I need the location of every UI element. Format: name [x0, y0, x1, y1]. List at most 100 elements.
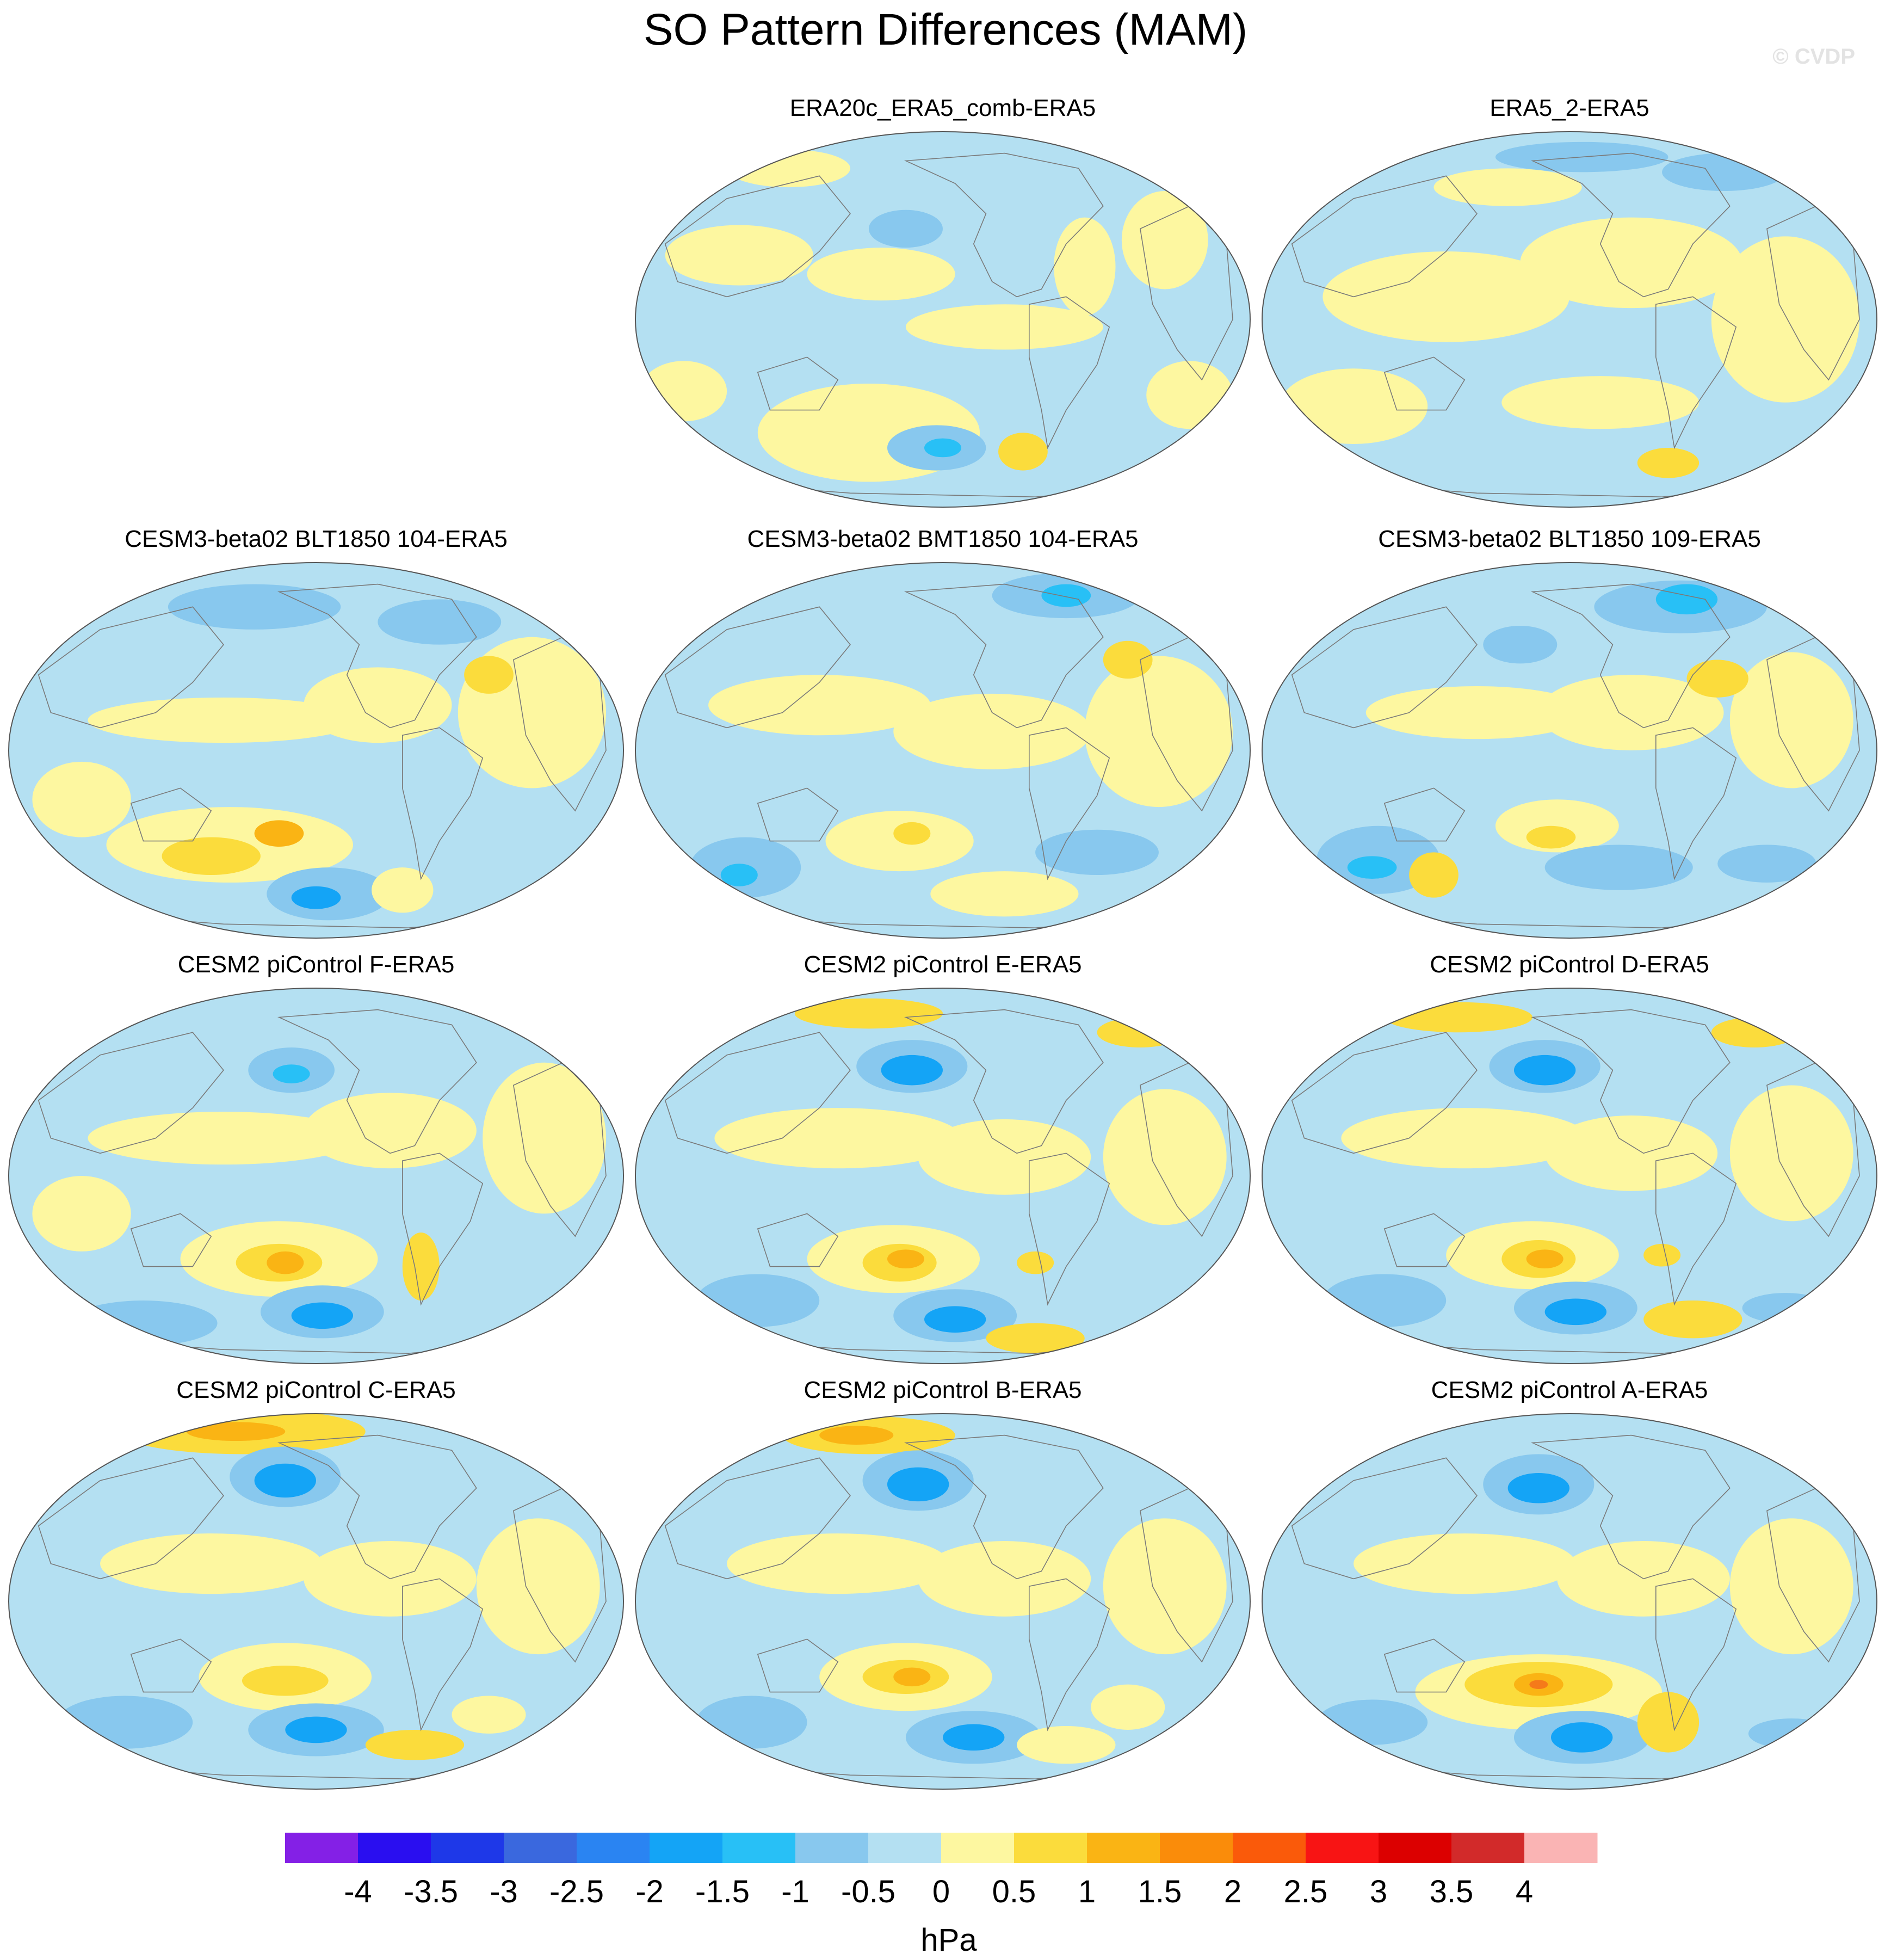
anomaly-contour — [162, 837, 261, 876]
colorbar-unit: hPa — [920, 1922, 977, 1958]
anomaly-contour — [1643, 1300, 1742, 1339]
anomaly-contour — [893, 822, 931, 845]
colorbar-swatch — [1451, 1833, 1525, 1863]
anomaly-contour — [476, 1518, 600, 1655]
map-panel: CESM2 piControl F-ERA5 — [8, 951, 625, 1365]
map-panel: CESM3-beta02 BLT1850 104-ERA5 — [8, 526, 625, 939]
projection-map — [1262, 988, 1877, 1364]
colorbar-tick-label: -3 — [490, 1874, 518, 1909]
panel-title: CESM2 piControl A-ERA5 — [1431, 1377, 1708, 1403]
colorbar-swatch — [1087, 1833, 1160, 1863]
map-panel: ERA20c_ERA5_comb-ERA5 — [634, 95, 1251, 508]
anomaly-contour — [304, 667, 452, 743]
anomaly-contour — [1103, 1089, 1227, 1225]
anomaly-contour — [1655, 584, 1718, 615]
colorbar-tick-label: 3.5 — [1430, 1874, 1474, 1909]
map-outline — [1262, 562, 1877, 939]
anomaly-contour — [372, 867, 434, 913]
figure-title: SO Pattern Differences (MAM) — [643, 5, 1248, 54]
colorbar-swatch — [868, 1833, 942, 1863]
colorbar-swatch — [431, 1833, 504, 1863]
anomaly-contour — [254, 1463, 316, 1498]
colorbar-swatch — [285, 1833, 359, 1863]
anomaly-contour — [1729, 1085, 1853, 1222]
anomaly-contour — [924, 1306, 986, 1333]
anomaly-contour — [365, 1729, 465, 1760]
anomaly-contour — [887, 1249, 924, 1269]
colorbar-swatch — [1014, 1833, 1087, 1863]
colorbar-swatch — [1233, 1833, 1306, 1863]
map-outline — [1262, 1413, 1877, 1790]
coastlines — [664, 583, 1233, 929]
anomaly-contour — [285, 1716, 347, 1743]
anomaly-contour — [32, 1176, 131, 1252]
anomaly-contour — [1433, 168, 1582, 206]
projection-map — [635, 1413, 1251, 1790]
coastlines — [38, 1434, 607, 1780]
anomaly-contour — [291, 1302, 354, 1329]
anomaly-contour — [1103, 1518, 1227, 1655]
projection-map — [1262, 131, 1877, 508]
anomaly-contour — [708, 675, 931, 736]
coastlines — [1291, 583, 1860, 929]
anomaly-contour — [304, 1093, 477, 1169]
anomaly-contour — [1041, 584, 1091, 607]
anomaly-contour — [267, 1251, 304, 1274]
anomaly-contour — [930, 871, 1079, 917]
anomaly-contour — [1317, 1699, 1428, 1745]
colorbar-tick-label: 0 — [932, 1874, 950, 1909]
colorbar-swatch — [722, 1833, 796, 1863]
anomaly-contour — [696, 1274, 820, 1327]
anomaly-contour — [186, 1422, 286, 1441]
panel-title: ERA5_2-ERA5 — [1490, 95, 1649, 121]
map-panel: CESM2 piControl B-ERA5 — [634, 1377, 1251, 1790]
anomaly-contour — [1501, 376, 1700, 429]
anomaly-contour — [452, 1696, 526, 1734]
anomaly-contour — [1748, 1718, 1835, 1749]
coastlines — [1291, 1434, 1860, 1780]
map-outline — [635, 988, 1251, 1364]
map-outline — [635, 562, 1251, 939]
colorbar-swatch — [504, 1833, 577, 1863]
colorbar-swatch — [650, 1833, 723, 1863]
map-panel: CESM2 piControl A-ERA5 — [1261, 1377, 1878, 1790]
colorbar-tick-label: 1 — [1078, 1874, 1096, 1909]
panel-title: CESM3-beta02 BLT1850 104-ERA5 — [125, 526, 508, 552]
colorbar-tick-label: -1 — [781, 1874, 809, 1909]
anomaly-contour — [1520, 217, 1742, 309]
projection-map — [635, 131, 1251, 508]
copyright-watermark: © CVDP — [1772, 45, 1855, 69]
map-outline — [8, 988, 624, 1364]
colorbar-tick-label: 2.5 — [1284, 1874, 1328, 1909]
map-panel: CESM2 piControl E-ERA5 — [634, 951, 1251, 1365]
anomaly-contour — [1729, 1518, 1853, 1655]
anomaly-contour — [1323, 251, 1569, 342]
anomaly-contour — [402, 1232, 440, 1301]
colorbar-tick-label: -2.5 — [549, 1874, 604, 1909]
anomaly-contour — [998, 433, 1048, 471]
colorbar-swatch — [1160, 1833, 1233, 1863]
anomaly-contour — [88, 1112, 360, 1165]
colorbar-swatch — [941, 1833, 1015, 1863]
projection-map — [1262, 1413, 1877, 1790]
anomaly-contour — [1643, 1243, 1681, 1267]
anomaly-contour — [868, 209, 943, 248]
coastlines — [38, 1009, 607, 1354]
map-outline — [8, 562, 624, 939]
anomaly-contour — [1103, 640, 1153, 679]
anomaly-contour — [69, 1300, 218, 1346]
anomaly-contour — [1686, 660, 1748, 698]
colorbar-tick-label: -0.5 — [841, 1874, 895, 1909]
map-outline — [8, 1413, 624, 1790]
anomaly-contour — [464, 656, 514, 694]
anomaly-contour — [893, 693, 1091, 769]
colorbar-tick-label: -1.5 — [695, 1874, 750, 1909]
anomaly-contour — [1146, 361, 1233, 429]
anomaly-contour — [1538, 675, 1724, 750]
anomaly-contour — [1409, 852, 1459, 898]
panel-title: CESM2 piControl C-ERA5 — [176, 1377, 456, 1403]
coastlines — [38, 583, 607, 929]
anomaly-contour — [918, 1119, 1091, 1195]
anomaly-contour — [640, 361, 727, 422]
colorbar-swatch — [795, 1833, 869, 1863]
